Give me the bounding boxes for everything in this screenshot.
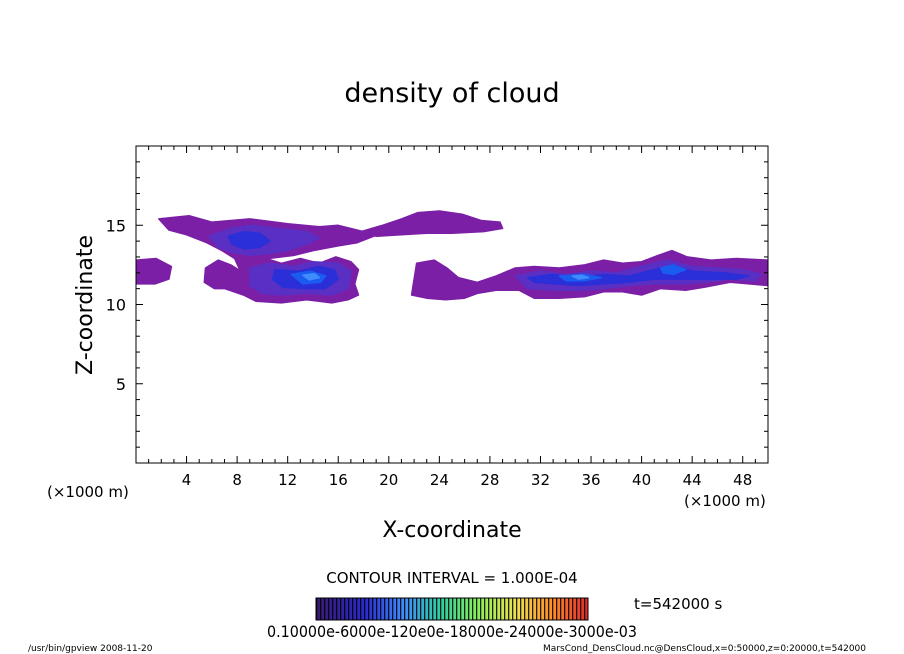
- x-tick-label: 32: [531, 471, 550, 489]
- y-tick-label: 10: [106, 296, 126, 315]
- density-region-level-5: [302, 272, 321, 281]
- x-tick-label: 40: [632, 471, 651, 489]
- time-label: t=542000 s: [634, 595, 722, 613]
- x-tick-label: 48: [733, 471, 752, 489]
- x-unit-label-right: (×1000 m): [684, 492, 766, 510]
- x-tick-label: 28: [480, 471, 499, 489]
- y-tick-label: 15: [106, 216, 126, 235]
- y-axis-label: Z-coordinate: [73, 235, 98, 375]
- colorbar: [315, 597, 589, 621]
- x-tick-label: 44: [683, 471, 702, 489]
- x-tick-labels: 4 8 12 16 20 24 28 32 36 40 44 48: [182, 471, 752, 489]
- x-tick-label: 8: [232, 471, 242, 489]
- x-tick-label: 12: [278, 471, 297, 489]
- x-axis-label: X-coordinate: [382, 518, 521, 543]
- density-region-level-5: [571, 274, 590, 280]
- x-tick-label: 20: [379, 471, 398, 489]
- density-region-level-3: [227, 230, 271, 250]
- y-tick-label: 5: [116, 375, 126, 394]
- density-region-level-1: [360, 210, 504, 238]
- contour-interval-text: CONTOUR INTERVAL = 1.000E-04: [326, 569, 577, 587]
- axis-ticks: [136, 146, 768, 463]
- y-tick-labels: 5 10 15: [106, 216, 126, 394]
- density-region-level-4: [659, 264, 687, 276]
- x-tick-label: 16: [329, 471, 348, 489]
- density-region-level-1: [136, 257, 173, 285]
- cloud-density-field: [136, 210, 768, 304]
- colorbar-labels: 0.10000e-6000e-120e0e-18000e-24000e-3000…: [267, 622, 637, 641]
- colorbar-separators: [316, 598, 588, 620]
- x-tick-label: 4: [182, 471, 192, 489]
- x-unit-label-left: (×1000 m): [47, 483, 129, 501]
- x-tick-label: 36: [581, 471, 600, 489]
- footer-left-text: /usr/bin/gpview 2008-11-20: [28, 644, 153, 654]
- footer-right-text: MarsCond_DensCloud.nc@DensCloud,x=0:5000…: [543, 644, 866, 654]
- plot-frame: [135, 145, 769, 464]
- chart-title: density of cloud: [344, 78, 559, 109]
- colorbar-frame: [315, 597, 589, 621]
- x-tick-label: 24: [430, 471, 449, 489]
